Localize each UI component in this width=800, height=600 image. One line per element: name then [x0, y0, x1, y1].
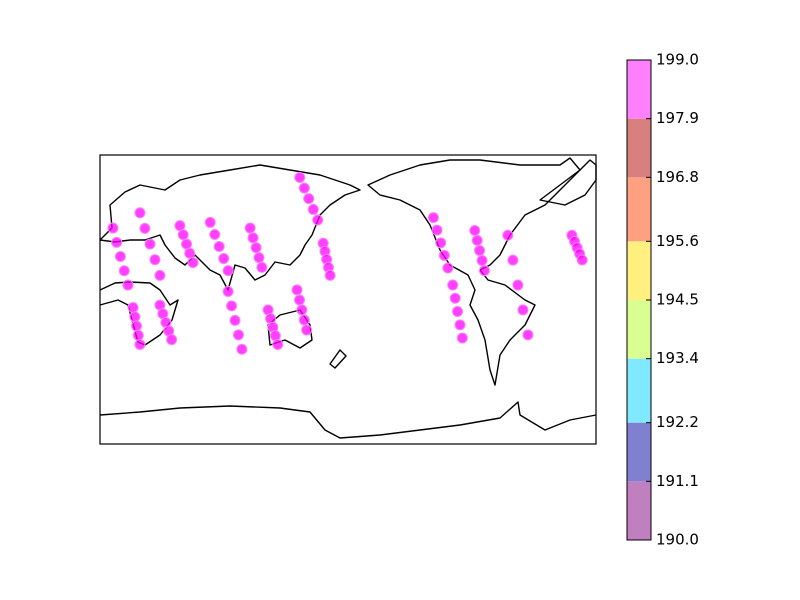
- data-point: [144, 238, 156, 250]
- data-point: [131, 320, 143, 332]
- data-point: [296, 304, 308, 316]
- data-point: [447, 279, 459, 291]
- data-point: [517, 304, 529, 316]
- colorbar-tick-label: 199.0: [656, 51, 699, 69]
- data-point: [222, 265, 234, 277]
- data-point: [114, 250, 126, 262]
- data-point: [247, 232, 259, 244]
- colorbar-tick-label: 195.6: [656, 232, 699, 250]
- data-point: [469, 224, 481, 236]
- data-point: [134, 338, 146, 350]
- new-zealand-coast: [329, 349, 347, 369]
- data-point: [435, 237, 447, 249]
- data-point: [174, 220, 186, 232]
- colorbar: 190.0 191.1 192.2 193.4 194.5 195.6 196.8 197.9…: [626, 51, 699, 549]
- data-point: [512, 279, 524, 291]
- data-point: [181, 238, 193, 250]
- data-point: [177, 229, 189, 241]
- data-point: [122, 279, 134, 291]
- data-point: [522, 329, 534, 341]
- data-point: [476, 254, 488, 266]
- data-point: [132, 329, 144, 341]
- colorbar-tick-label: 197.9: [656, 109, 699, 127]
- colorbar-band: [627, 177, 651, 242]
- data-point: [213, 241, 225, 253]
- data-point: [431, 224, 443, 236]
- colorbar-tick-label: 191.1: [656, 472, 699, 490]
- coastlines: [99, 157, 597, 439]
- antarctica-coast: [99, 401, 597, 439]
- data-point: [184, 247, 196, 259]
- data-point: [474, 245, 486, 257]
- colorbar-tick-label: 192.2: [656, 413, 699, 431]
- data-point: [438, 249, 450, 261]
- data-point: [449, 292, 461, 304]
- colorbar-band: [627, 481, 651, 540]
- data-point: [294, 294, 306, 306]
- data-point: [253, 252, 265, 264]
- data-point: [454, 319, 466, 331]
- data-point: [301, 324, 313, 336]
- data-point: [134, 207, 146, 219]
- data-point: [209, 228, 221, 240]
- colorbar-tick-label: 193.4: [656, 349, 699, 367]
- data-point: [303, 193, 315, 205]
- colorbar-band: [627, 118, 651, 178]
- data-point: [236, 343, 248, 355]
- data-point: [204, 216, 216, 228]
- data-points: [107, 171, 588, 355]
- data-point: [149, 254, 161, 266]
- data-point: [244, 222, 256, 234]
- colorbar-band: [627, 300, 651, 359]
- americas-coast: [367, 157, 581, 386]
- colorbar-band: [627, 358, 651, 423]
- data-point: [111, 236, 123, 248]
- data-point: [576, 254, 588, 266]
- data-point: [129, 311, 141, 323]
- data-point: [107, 222, 119, 234]
- data-point: [218, 253, 230, 265]
- colorbar-band: [627, 422, 651, 482]
- data-point: [272, 338, 284, 350]
- data-point: [456, 332, 468, 344]
- data-point: [324, 269, 336, 281]
- data-point: [187, 257, 199, 269]
- map-frame: [99, 154, 597, 445]
- data-point: [166, 334, 178, 346]
- data-point: [250, 242, 262, 254]
- data-point: [222, 285, 234, 297]
- data-point: [294, 171, 306, 183]
- data-point: [291, 284, 303, 296]
- data-point: [502, 229, 514, 241]
- colorbar-band: [627, 241, 651, 300]
- colorbar-tick-label: 194.5: [656, 291, 699, 309]
- data-point: [427, 212, 439, 224]
- data-point: [312, 214, 324, 226]
- data-point: [256, 261, 268, 273]
- colorbar-tick-label: 196.8: [656, 168, 699, 186]
- data-point: [298, 182, 310, 194]
- colorbar-band: [627, 60, 651, 119]
- data-point: [307, 203, 319, 215]
- data-point: [232, 329, 244, 341]
- data-point: [471, 234, 483, 246]
- data-point: [452, 306, 464, 318]
- data-point: [226, 300, 238, 312]
- data-point: [507, 254, 519, 266]
- data-point: [298, 314, 310, 326]
- data-point: [442, 262, 454, 274]
- data-point: [139, 222, 151, 234]
- eurasia-coast: [99, 164, 361, 291]
- data-point: [118, 265, 130, 277]
- data-point: [229, 314, 241, 326]
- colorbar-tick-label: 190.0: [656, 531, 699, 549]
- data-point: [127, 302, 139, 314]
- data-point: [154, 269, 166, 281]
- data-point: [478, 265, 490, 277]
